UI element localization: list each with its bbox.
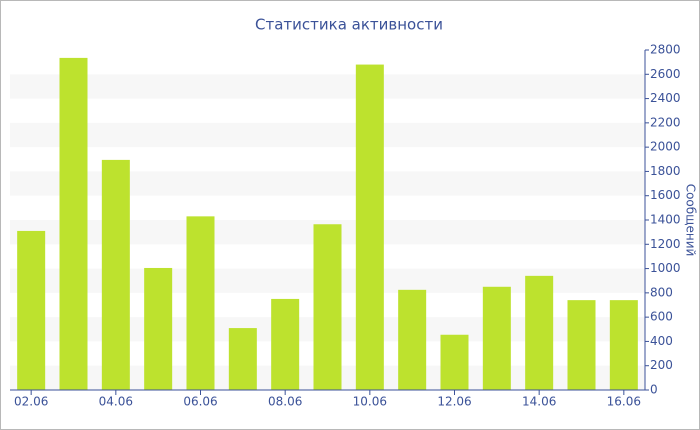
x-tick-label: 04.06 xyxy=(99,395,133,409)
x-tick-label: 10.06 xyxy=(353,395,387,409)
bar xyxy=(355,64,384,391)
y-tick-label: 1400 xyxy=(650,213,681,227)
y-axis-label: Сообщений xyxy=(684,184,698,257)
x-tick-label: 12.06 xyxy=(437,395,471,409)
y-tick-label: 200 xyxy=(650,358,673,372)
bar xyxy=(313,224,342,390)
x-tick-label: 08.06 xyxy=(268,395,302,409)
bar xyxy=(59,57,88,391)
bar xyxy=(144,267,173,390)
y-tick-label: 1600 xyxy=(650,188,681,202)
bar xyxy=(186,216,215,390)
bar xyxy=(609,300,638,390)
y-tick-label: 2200 xyxy=(650,115,681,129)
bar xyxy=(440,334,469,390)
bar xyxy=(567,300,596,390)
grid-band xyxy=(10,122,645,148)
x-tick-label: 16.06 xyxy=(607,395,641,409)
x-tick-label: 06.06 xyxy=(183,395,217,409)
x-tick-label: 02.06 xyxy=(14,395,48,409)
y-tick-label: 400 xyxy=(650,334,673,348)
y-tick-label: 1800 xyxy=(650,164,681,178)
y-tick-label: 2400 xyxy=(650,91,681,105)
y-tick-label: 2800 xyxy=(650,43,681,57)
y-tick-label: 800 xyxy=(650,285,673,299)
x-tick-label: 14.06 xyxy=(522,395,556,409)
y-tick-label: 1000 xyxy=(650,261,681,275)
y-tick-label: 0 xyxy=(650,383,658,397)
chart-title: Статистика активности xyxy=(255,16,443,34)
y-tick-label: 1200 xyxy=(650,237,681,251)
bar xyxy=(228,328,257,390)
bar xyxy=(101,159,130,390)
y-tick-label: 2600 xyxy=(650,67,681,81)
grid-band xyxy=(10,74,645,99)
y-tick-label: 600 xyxy=(650,310,673,324)
bar xyxy=(17,230,46,390)
bar xyxy=(525,275,554,390)
bar xyxy=(271,298,300,390)
y-tick-label: 2000 xyxy=(650,140,681,154)
bar xyxy=(398,289,427,390)
bar xyxy=(482,286,511,390)
